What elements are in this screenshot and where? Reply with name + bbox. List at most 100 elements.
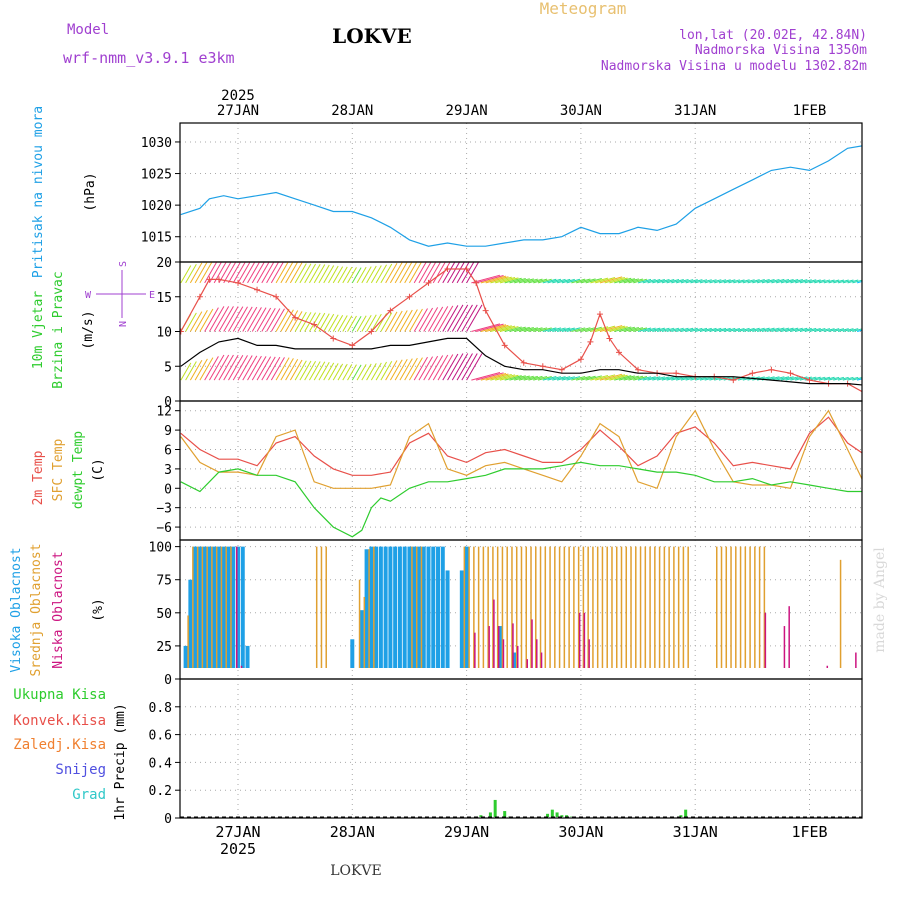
wind-barb bbox=[852, 279, 862, 284]
bar-1 bbox=[320, 546, 323, 668]
panel-4: 0 0.2 0.4 0.6 0.8 bbox=[149, 678, 863, 827]
panel-3: 0 25 50 75 100 bbox=[149, 539, 863, 688]
wind-barb bbox=[833, 376, 845, 381]
panel-1: 0 5 10 15 20 bbox=[156, 256, 895, 410]
bar-2 bbox=[855, 652, 857, 668]
wind-barb bbox=[270, 357, 285, 381]
wind-barb bbox=[413, 308, 428, 332]
bar-2 bbox=[764, 612, 767, 668]
wind-barb bbox=[418, 307, 434, 332]
wind-barb bbox=[499, 277, 519, 284]
wind-barb bbox=[886, 329, 895, 332]
bar-1 bbox=[473, 546, 475, 668]
wind-barb bbox=[437, 305, 454, 332]
bar-1 bbox=[730, 546, 732, 668]
wind-barb bbox=[299, 360, 312, 381]
wind-barb bbox=[566, 376, 581, 381]
wind-barb bbox=[837, 376, 849, 381]
wind-barb bbox=[685, 376, 698, 381]
wind-barb bbox=[814, 328, 826, 332]
wind-barb bbox=[676, 279, 689, 284]
wind-barb bbox=[261, 307, 276, 332]
wind-barb bbox=[881, 329, 890, 331]
bar-0 bbox=[383, 546, 388, 668]
bar-0 bbox=[226, 546, 231, 668]
wind-barb bbox=[828, 376, 840, 381]
precip-unit: 1hr Precip (mm) bbox=[113, 703, 128, 820]
wind-barb bbox=[823, 328, 835, 332]
panel-frame bbox=[179, 400, 863, 541]
wind-barb bbox=[299, 263, 312, 284]
wind-barb bbox=[294, 311, 307, 332]
wind-barb bbox=[232, 355, 248, 381]
wind-barb bbox=[409, 308, 423, 332]
wind-barb bbox=[656, 376, 670, 381]
wind-barb bbox=[680, 279, 694, 284]
wind-barb bbox=[185, 312, 197, 332]
bar-1 bbox=[315, 546, 318, 668]
wind-barb bbox=[366, 314, 377, 332]
wind-barb bbox=[637, 327, 652, 332]
bottom-date-label: 30JAN bbox=[558, 823, 603, 841]
wind-barb bbox=[876, 280, 885, 282]
wind-barb bbox=[561, 327, 575, 332]
meteogram-title: Meteogram bbox=[540, 0, 627, 18]
wind-barb bbox=[704, 327, 717, 332]
wind-barb bbox=[590, 277, 609, 284]
wind-barb bbox=[504, 375, 522, 381]
bar-1 bbox=[568, 546, 570, 668]
wind-barb bbox=[370, 313, 382, 332]
bar-1 bbox=[677, 546, 680, 668]
wind-barb bbox=[576, 327, 591, 332]
wind-barb bbox=[837, 279, 849, 284]
wind-barb bbox=[871, 329, 880, 331]
wind-barb bbox=[328, 265, 339, 284]
bar-0 bbox=[512, 652, 517, 668]
wind-barb bbox=[304, 263, 317, 284]
wind-barb bbox=[380, 361, 393, 381]
wind-barb bbox=[604, 276, 626, 284]
wind-barb bbox=[180, 362, 192, 381]
wind-barb bbox=[576, 375, 591, 381]
wind-barb bbox=[609, 374, 628, 381]
bar-1 bbox=[687, 546, 689, 668]
wind-barb bbox=[718, 327, 731, 332]
wind-barb bbox=[380, 263, 393, 284]
bar-1 bbox=[563, 546, 566, 668]
wind-barb bbox=[332, 363, 344, 381]
bar-1 bbox=[606, 546, 608, 668]
bar-0 bbox=[479, 815, 483, 817]
wind-barb bbox=[208, 354, 225, 381]
wind-barb bbox=[737, 279, 750, 284]
wind-barb bbox=[814, 279, 826, 284]
bar-2 bbox=[235, 546, 238, 668]
wind-barb bbox=[680, 327, 694, 332]
bar-1 bbox=[535, 546, 537, 668]
wind-barb bbox=[771, 376, 785, 381]
bar-1 bbox=[654, 546, 656, 668]
panels: 101510201025103005101520−6−3036912025507… bbox=[141, 122, 895, 827]
bar-0 bbox=[421, 546, 426, 668]
bar-0 bbox=[440, 546, 445, 668]
wind-barb bbox=[756, 279, 770, 284]
wind-barb bbox=[861, 379, 862, 381]
footer-station: LOKVE bbox=[330, 863, 382, 879]
wind-barb bbox=[323, 362, 335, 381]
wind-barb bbox=[728, 327, 741, 332]
bar-0 bbox=[221, 546, 226, 668]
bar-1 bbox=[196, 546, 199, 668]
top-date-label: 29JAN bbox=[446, 103, 488, 119]
bar-1 bbox=[215, 546, 218, 668]
wind-barb bbox=[747, 279, 760, 284]
wind-barb bbox=[351, 267, 362, 284]
wind-barb bbox=[356, 315, 367, 332]
wind-barb bbox=[495, 325, 516, 332]
bar-1 bbox=[630, 546, 632, 668]
bar-0 bbox=[397, 546, 402, 668]
legend-snijeg: Snijeg bbox=[55, 762, 106, 778]
wind-barb bbox=[528, 327, 543, 332]
wind-unit: (m/s) bbox=[81, 310, 96, 349]
wind-barb bbox=[432, 306, 449, 332]
model-altitude-label: Nadmorska Visina u modelu 1302.82m bbox=[601, 59, 867, 74]
